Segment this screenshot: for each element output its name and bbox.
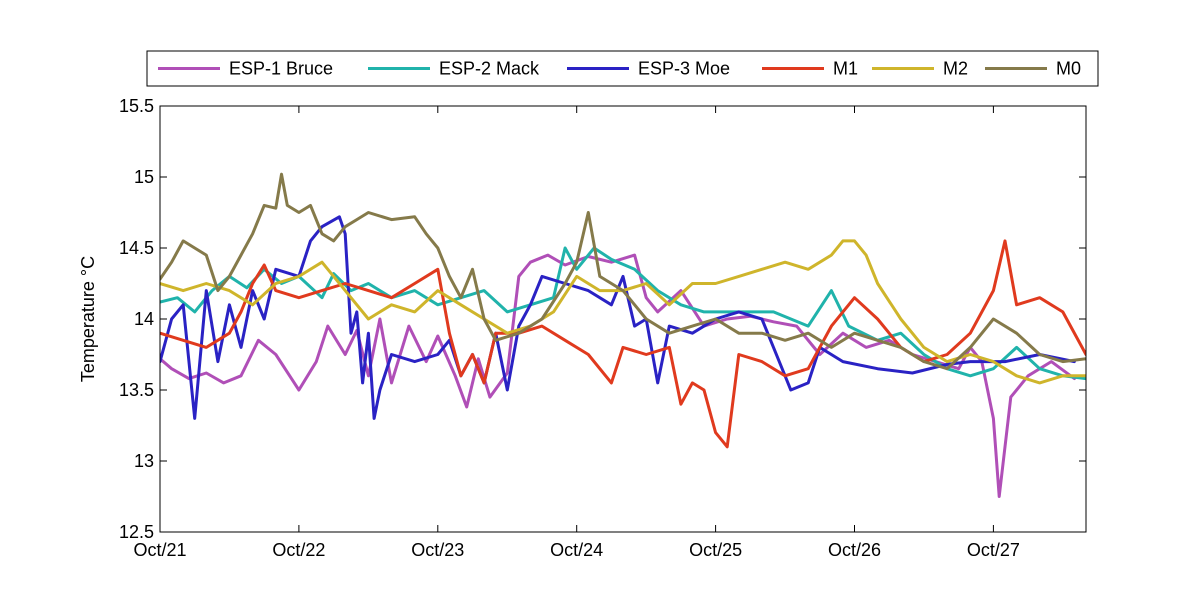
y-tick-label: 15.5: [119, 96, 154, 116]
series-layer: [160, 172, 1086, 498]
legend-label-5: M0: [1056, 59, 1081, 79]
legend-label-4: M2: [943, 59, 968, 79]
y-tick-label: 13.5: [119, 380, 154, 400]
x-tick-label: Oct/26: [828, 540, 881, 560]
x-tick-label: Oct/27: [967, 540, 1020, 560]
y-axis: 12.5 13 13.5 14 14.5 15 15.5: [119, 96, 1086, 542]
y-axis-label: Temperature °C: [78, 256, 98, 382]
x-tick-label: Oct/25: [689, 540, 742, 560]
y-tick-label: 13: [134, 451, 154, 471]
y-tick-label: 14: [134, 309, 154, 329]
y-tick-label: 15: [134, 167, 154, 187]
x-axis: Oct/21 Oct/22 Oct/23 Oct/24 Oct/25 Oct/26 Oct/…: [133, 106, 1020, 560]
series-line-4: [160, 239, 1086, 385]
plot-area: Oct/21 Oct/22 Oct/23 Oct/24 Oct/25 Oct/26 Oct/…: [78, 96, 1087, 560]
legend: ESP-1 Bruce ESP-2 Mack ESP-3 Moe M1 M2 M0: [146, 50, 1099, 87]
legend-label-1: ESP-2 Mack: [439, 59, 540, 79]
series-line-5: [160, 172, 1086, 371]
y-tick-label: 12.5: [119, 522, 154, 542]
legend-label-0: ESP-1 Bruce: [229, 59, 333, 79]
x-tick-label: Oct/24: [550, 540, 603, 560]
legend-label-3: M1: [833, 59, 858, 79]
x-tick-label: Oct/23: [411, 540, 464, 560]
y-tick-label: 14.5: [119, 238, 154, 258]
x-tick-label: Oct/22: [272, 540, 325, 560]
x-tick-label: Oct/21: [133, 540, 186, 560]
legend-label-2: ESP-3 Moe: [638, 59, 730, 79]
